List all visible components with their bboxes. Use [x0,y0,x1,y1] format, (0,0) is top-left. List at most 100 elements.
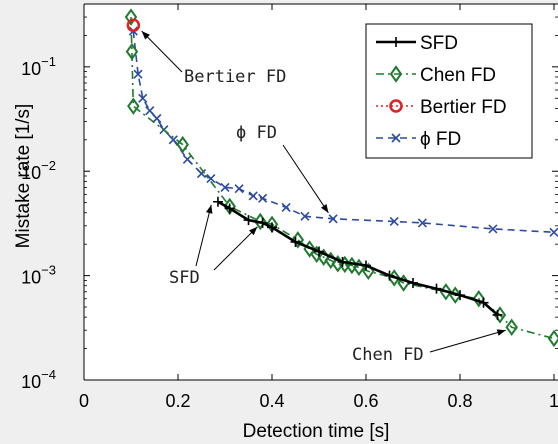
data-point [220,182,230,192]
data-point [152,113,162,124]
series-0 [212,196,503,320]
data-point [125,42,139,61]
y-tick-exponent: −1 [41,54,56,69]
data-point [212,196,223,207]
data-point [257,217,268,228]
data-point [337,257,348,268]
legend-item-3: ϕ FD [376,129,461,150]
data-point [328,214,338,224]
legend-label: Bertier FD [420,97,507,118]
data-point [176,135,189,154]
chart-marks [124,8,558,348]
data-point [168,135,178,145]
legend-item-2: Bertier FD [376,97,507,118]
y-tick-exponent: −2 [41,158,56,173]
legend-items: SFD Chen FD Bertier FD ϕ FD [376,33,507,150]
data-point [196,168,207,179]
y-tick-label: 10−1 [21,54,56,79]
annotation-sfd: SFD [169,268,200,288]
y-tick-base: 10 [21,59,41,79]
annotation-chen: Chen FD [352,345,424,365]
y-tick-label: 10−2 [21,158,56,183]
x-tick-label: 0.8 [447,391,472,411]
data-point [505,318,518,336]
annotation-bertier: Bertier FD [184,67,286,87]
x-tick-label: 0.2 [165,391,190,411]
y-tick-exponent: −4 [41,367,56,382]
data-point [408,277,418,288]
data-point [314,246,324,257]
legend: SFD Chen FD Bertier FD ϕ FD [365,23,533,159]
annotation-phi: ϕ FD [236,123,277,143]
data-point [478,297,489,308]
legend-marker [391,37,401,47]
data-point [281,202,291,212]
legend-marker [389,65,403,83]
data-point [431,283,442,294]
data-point [258,193,268,203]
x-axis-label: Detection time [s] [243,421,390,442]
data-point [389,216,399,227]
x-tick-label: 0 [79,391,89,411]
x-tick-label: 0.6 [353,391,378,411]
data-point [127,97,140,115]
legend-label: SFD [420,33,458,54]
arrow-chen [429,329,506,353]
data-point [126,18,141,33]
data-point [492,309,503,320]
arrow-phi-head [320,204,329,213]
y-axis-label: Mistake rate [1/s] [13,104,34,249]
arrow-bertier [141,30,183,73]
annotations: Bertier FD ϕ FD SFD Chen FD [169,67,424,365]
data-point [291,231,305,249]
y-tick-label: 10−4 [21,367,56,392]
legend-item-0: SFD [376,33,458,54]
data-point [133,69,143,79]
data-point [145,106,155,116]
arrow-phi [282,144,329,214]
y-tick-base: 10 [21,268,41,288]
data-point [455,290,465,301]
data-point [300,211,310,221]
arrow-sfd-b [213,226,258,271]
y-tick-label: 10−3 [21,263,56,288]
data-point [124,8,138,26]
data-point [417,218,427,228]
y-tick-base: 10 [21,372,41,392]
arrow-sfd-b-head [249,226,258,236]
legend-item-1: Chen FD [376,65,496,86]
y-tick-exponent: −3 [41,263,56,278]
x-tick-label: 0.4 [259,391,284,411]
data-point [206,174,216,184]
legend-marker [389,99,403,113]
legend-marker [391,133,401,143]
axis-ticks: 0 0.2 0.4 0.6 0.8 110−410−310−210−1 [21,3,558,411]
legend-label: ϕ FD [420,129,461,150]
data-point [182,154,192,164]
data-point [384,270,395,281]
arrow-chen-head [496,329,506,336]
data-point [547,329,558,348]
data-point [361,260,371,271]
arrow-bertier-head [141,31,150,40]
data-point [243,215,254,226]
data-point [488,224,498,234]
series-2 [126,18,141,33]
data-point [138,93,148,103]
data-point [224,203,235,214]
arrow-sfd-a [195,204,212,267]
y-tick-base: 10 [21,163,41,183]
annotation-arrows [141,30,506,353]
arrow-sfd-a-head [205,204,213,214]
data-point [549,227,558,237]
data-point [254,212,267,231]
legend-label: Chen FD [420,65,496,86]
series-3 [128,26,558,237]
data-point [290,236,301,247]
data-point [267,222,277,233]
x-tick-label: 1 [549,391,558,411]
data-point [234,184,244,194]
data-point [248,191,258,201]
data-point [472,290,486,308]
